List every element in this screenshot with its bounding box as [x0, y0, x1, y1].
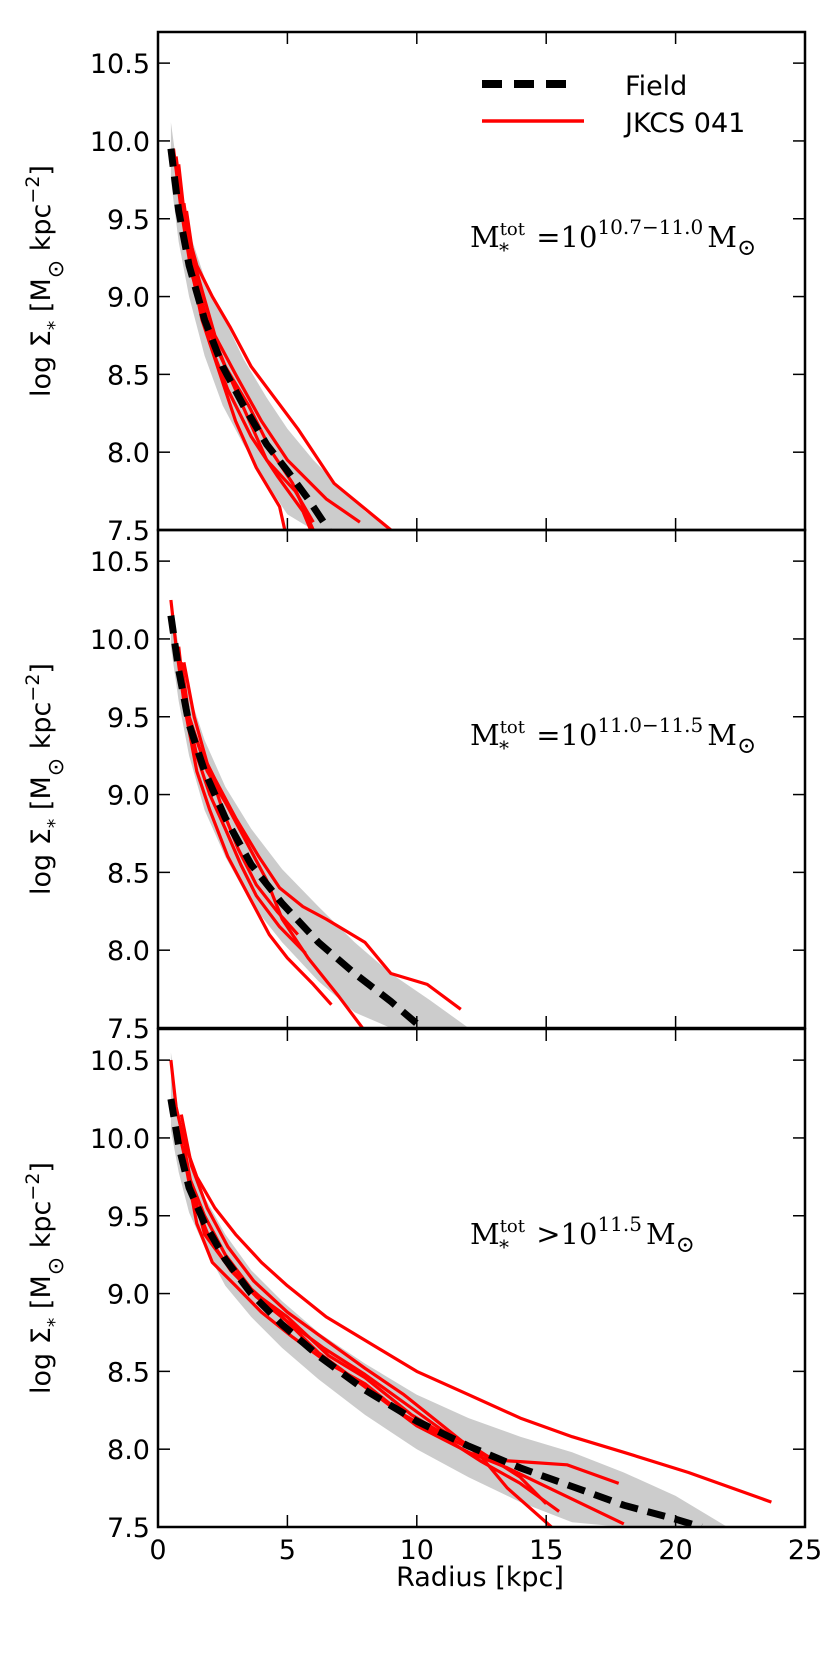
y-tick-label: 10.5	[90, 1046, 150, 1077]
y-tick-label: 9.5	[107, 1202, 150, 1233]
y-tick-label: 10.5	[90, 547, 150, 578]
y-tick-label: 10.0	[90, 625, 150, 656]
field-scatter-band	[170, 600, 469, 1028]
panel-1: 7.5 8.0 8.5 9.0 9.5 10.0 10.5 log Σ* [M⊙ kpc−2]…	[22, 30, 807, 547]
y-tick-label: 8.5	[107, 1357, 150, 1388]
jkcs041-profile-3	[179, 1114, 553, 1527]
plot-area	[167, 1052, 772, 1527]
x-tick-label: 5	[279, 1535, 296, 1566]
jkcs041-profile-3	[177, 646, 333, 1006]
field-median-profile	[167, 615, 425, 1028]
panel-frame	[156, 1027, 807, 1529]
y-tick-label: 9.0	[107, 781, 150, 812]
panels-group: 7.5 8.0 8.5 9.0 9.5 10.0 10.5 log Σ* [M⊙ kpc−2]…	[22, 30, 807, 1544]
x-axis-label: Radius [kpc]	[396, 1562, 564, 1593]
x-axis: 0 5 10 15 20 25	[149, 1535, 822, 1566]
y-tick-label: 7.5	[107, 1513, 150, 1544]
x-tick-label: 10	[400, 1535, 434, 1566]
y-tick-label: 9.5	[107, 703, 150, 734]
x-tick-label: 0	[149, 1535, 166, 1566]
mass-bin-annotation: Mtot * =1010.7−11.0 M⊙	[470, 215, 756, 262]
y-tick-label: 9.5	[107, 205, 150, 236]
jkcs041-profile-4	[182, 662, 299, 936]
mass-bin-annotation: Mtot * >1011.5 M⊙	[470, 1212, 695, 1259]
y-tick-label: 9.0	[107, 1280, 150, 1311]
plot-area	[167, 122, 392, 530]
mass-bin-annotation: Mtot * =1011.0−11.5 M⊙	[470, 713, 756, 760]
y-axis-label: log Σ* [M⊙ kpc−2]	[22, 165, 69, 397]
field-median-profile	[167, 1098, 703, 1527]
legend-field-label: Field	[625, 71, 687, 102]
y-tick-label: 8.0	[107, 1435, 150, 1466]
y-axis-label: log Σ* [M⊙ kpc−2]	[22, 1162, 69, 1394]
y-tick-label: 8.5	[107, 360, 150, 391]
y-axis-label: log Σ* [M⊙ kpc−2]	[22, 663, 69, 895]
x-tick-label: 25	[788, 1535, 822, 1566]
plot-area	[167, 599, 469, 1028]
y-tick-label: 10.0	[90, 1124, 150, 1155]
y-tick-label: 7.5	[107, 516, 150, 547]
field-median-profile	[167, 148, 332, 530]
y-tick-label: 8.0	[107, 438, 150, 469]
legend: Field JKCS 041	[482, 71, 745, 139]
y-tick-label: 10.5	[90, 49, 150, 80]
y-tick-label: 8.5	[107, 858, 150, 889]
panel-3: 7.5 8.0 8.5 9.0 9.5 10.0 10.5 log Σ* [M⊙ kpc−2]…	[22, 1027, 807, 1544]
panel-frame	[156, 528, 807, 1030]
x-tick-label: 15	[529, 1535, 563, 1566]
x-tick-label: 20	[658, 1535, 692, 1566]
y-tick-label: 10.0	[90, 127, 150, 158]
y-tick-label: 8.0	[107, 936, 150, 967]
y-tick-label: 7.5	[107, 1014, 150, 1045]
y-tick-label: 9.0	[107, 283, 150, 314]
panel-2: 7.5 8.0 8.5 9.0 9.5 10.0 10.5 log Σ* [M⊙ kpc−2]…	[22, 528, 807, 1045]
legend-jkcs-label: JKCS 041	[623, 108, 745, 139]
